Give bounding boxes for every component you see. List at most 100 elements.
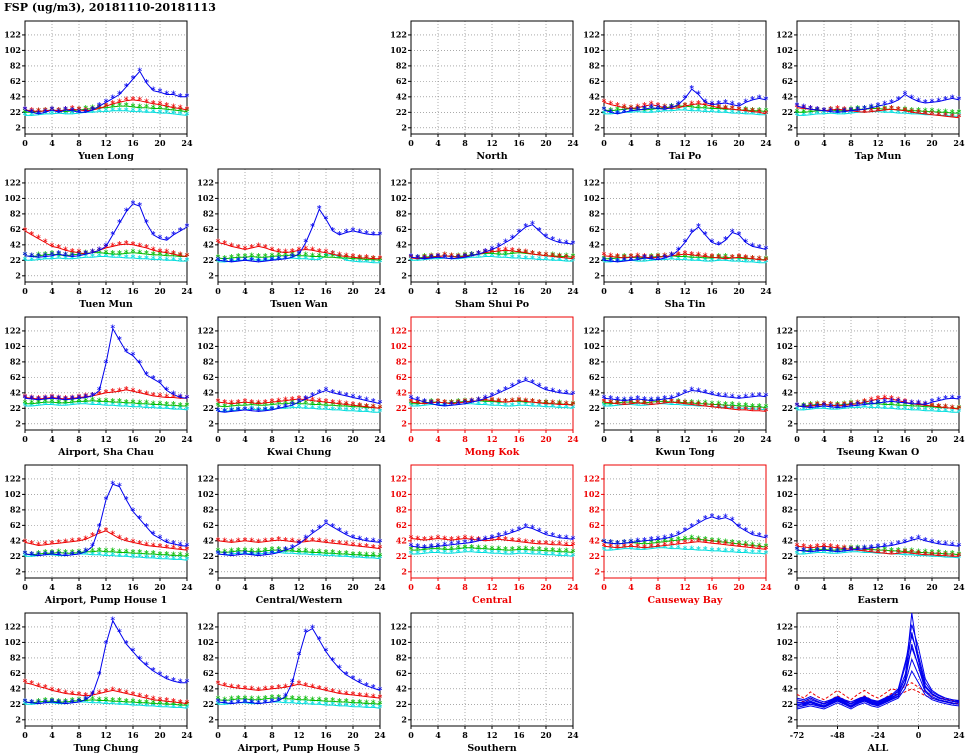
data-point-marker: * — [178, 257, 183, 267]
data-point-marker: * — [23, 550, 28, 560]
data-point-marker: * — [916, 548, 921, 558]
svg-text:24: 24 — [760, 582, 772, 592]
data-point-marker: * — [950, 550, 955, 560]
data-point-marker: * — [642, 544, 647, 554]
data-point-marker: * — [429, 400, 434, 410]
data-point-marker: * — [622, 104, 627, 114]
data-point-marker: * — [63, 255, 68, 265]
data-point-marker: * — [137, 104, 142, 114]
svg-text:20: 20 — [733, 582, 745, 592]
data-point-marker: * — [70, 107, 75, 117]
data-point-marker: * — [97, 400, 102, 410]
svg-text:20: 20 — [926, 582, 938, 592]
svg-text:0: 0 — [916, 730, 922, 740]
data-point-marker: * — [70, 105, 75, 115]
data-point-marker: * — [510, 397, 515, 407]
data-point-marker: * — [537, 251, 542, 261]
data-point-marker: * — [36, 552, 41, 562]
data-point-marker: * — [703, 538, 708, 548]
svg-text:20: 20 — [733, 434, 745, 444]
data-point-marker: * — [869, 400, 874, 410]
data-point-marker: * — [171, 401, 176, 411]
data-point-marker: * — [23, 252, 28, 262]
chart-title: Tai Po — [669, 151, 701, 162]
data-point-marker: * — [923, 110, 928, 120]
data-point-marker: * — [903, 551, 908, 561]
data-point-marker: * — [324, 401, 329, 411]
data-point-marker: * — [303, 396, 308, 406]
svg-text:24: 24 — [374, 730, 386, 740]
svg-text:4: 4 — [49, 138, 55, 148]
data-point-marker: * — [29, 108, 34, 118]
data-point-marker: * — [669, 252, 674, 262]
data-point-marker: * — [737, 254, 742, 264]
svg-text:4: 4 — [49, 730, 55, 740]
svg-text:122: 122 — [390, 29, 407, 39]
data-point-marker: * — [909, 400, 914, 410]
data-point-marker: * — [696, 256, 701, 266]
data-point-marker: * — [50, 540, 55, 550]
svg-text:12: 12 — [293, 434, 304, 444]
svg-text:20: 20 — [154, 730, 166, 740]
data-point-marker: * — [185, 700, 190, 710]
svg-text:24: 24 — [181, 286, 193, 296]
data-point-marker: * — [283, 695, 288, 705]
svg-text:122: 122 — [4, 177, 21, 187]
data-point-marker: * — [656, 542, 661, 552]
data-point-marker: * — [510, 402, 515, 412]
data-point-marker: * — [110, 231, 115, 241]
data-point-marker: * — [510, 397, 515, 407]
data-point-marker: * — [943, 395, 948, 405]
svg-text:2: 2 — [401, 714, 407, 724]
data-point-marker: * — [862, 108, 867, 118]
data-point-marker: * — [764, 407, 769, 417]
data-point-marker: * — [117, 253, 122, 263]
data-point-marker: * — [456, 399, 461, 409]
data-point-marker: * — [764, 256, 769, 266]
data-point-marker: * — [344, 702, 349, 712]
data-point-marker: * — [723, 393, 728, 403]
data-point-marker: * — [943, 553, 948, 563]
data-point-marker: * — [862, 403, 867, 413]
data-point-marker: * — [463, 535, 468, 545]
data-point-marker: * — [442, 399, 447, 409]
data-point-marker: * — [70, 251, 75, 261]
data-point-marker: * — [710, 108, 715, 118]
data-point-marker: * — [669, 104, 674, 114]
data-point-marker: * — [730, 228, 735, 238]
svg-text:4: 4 — [628, 582, 634, 592]
data-point-marker: * — [263, 699, 268, 709]
data-point-marker: * — [764, 404, 769, 414]
svg-text:12: 12 — [872, 434, 883, 444]
data-point-marker: * — [324, 552, 329, 562]
svg-text:82: 82 — [203, 356, 214, 366]
data-point-marker: * — [185, 552, 190, 562]
data-point-marker: * — [896, 106, 901, 116]
data-point-marker: * — [104, 242, 109, 252]
data-point-marker: * — [178, 552, 183, 562]
data-point-marker: * — [70, 398, 75, 408]
data-point-marker: * — [137, 359, 142, 369]
data-point-marker: * — [696, 535, 701, 545]
svg-text:0: 0 — [408, 730, 414, 740]
data-point-marker: * — [757, 108, 762, 118]
data-point-marker: * — [63, 246, 68, 256]
data-point-marker: * — [676, 252, 681, 262]
data-point-marker: * — [483, 548, 488, 558]
data-point-marker: * — [178, 107, 183, 117]
data-point-marker: * — [689, 400, 694, 410]
svg-text:4: 4 — [435, 286, 441, 296]
data-point-marker: * — [930, 407, 935, 417]
data-point-marker: * — [158, 404, 163, 414]
data-point-marker: * — [862, 108, 867, 118]
data-point-marker: * — [757, 549, 762, 559]
data-point-marker: * — [131, 96, 136, 106]
data-point-marker: * — [256, 686, 261, 696]
svg-text:82: 82 — [396, 652, 407, 662]
data-point-marker: * — [483, 535, 488, 545]
data-point-marker: * — [436, 398, 441, 408]
data-point-marker: * — [795, 102, 800, 112]
data-point-marker: * — [357, 535, 362, 545]
data-point-marker: * — [144, 400, 149, 410]
data-point-marker: * — [869, 544, 874, 554]
